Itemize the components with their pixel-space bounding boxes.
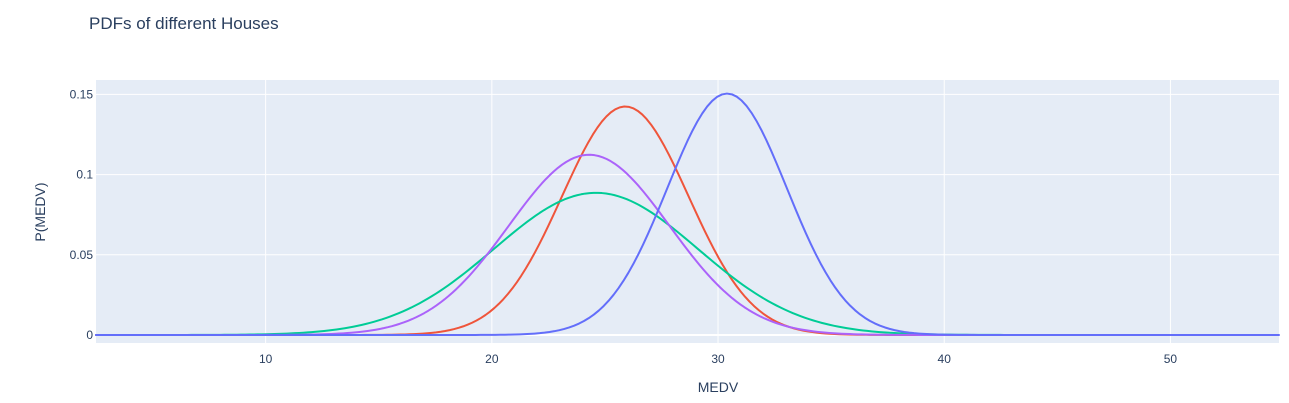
x-axis-title: MEDV xyxy=(698,379,739,395)
y-tick-label: 0 xyxy=(86,328,93,342)
y-tick-label: 0.05 xyxy=(70,248,94,262)
x-tick-label: 10 xyxy=(259,352,273,366)
series-line-4 xyxy=(95,92,1280,336)
x-tick-label: 20 xyxy=(485,352,499,366)
y-axis-ticks: 0 0.05 0.1 0.15 xyxy=(70,87,94,342)
y-tick-label: 0.1 xyxy=(76,168,93,182)
x-tick-label: 30 xyxy=(711,352,725,366)
chart-title: PDFs of different Houses xyxy=(89,14,279,33)
y-tick-label: 0.15 xyxy=(70,87,94,101)
x-axis-ticks: 10 20 30 40 50 xyxy=(259,352,1177,366)
x-tick-label: 50 xyxy=(1164,352,1178,366)
series-lines xyxy=(95,92,1280,336)
y-axis-title: P(MEDV) xyxy=(32,182,48,241)
plot-area xyxy=(96,80,1279,343)
x-tick-label: 40 xyxy=(938,352,952,366)
